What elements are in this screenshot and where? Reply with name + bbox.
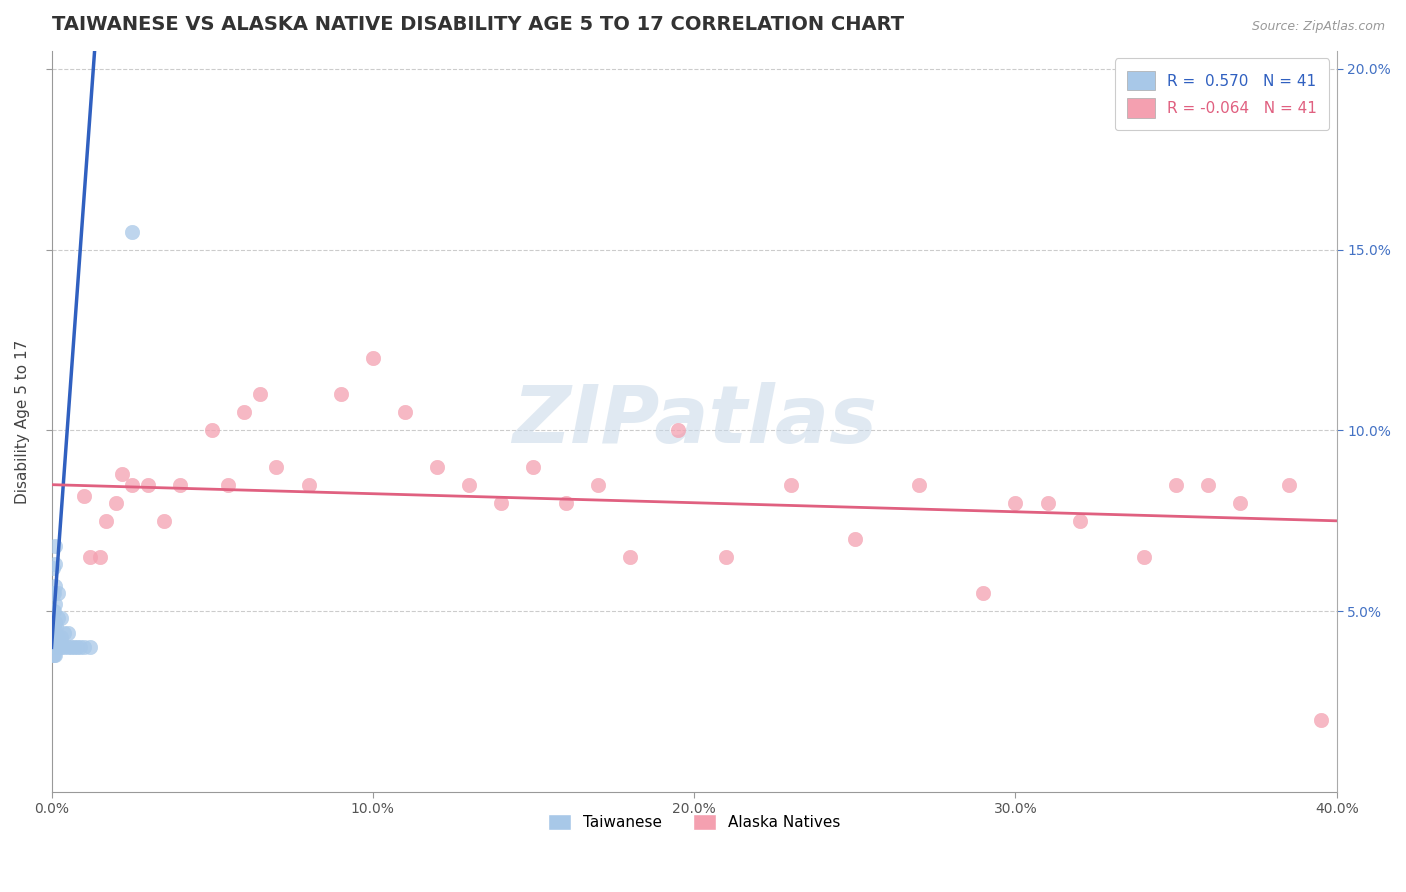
Point <box>908 477 931 491</box>
Point <box>153 514 176 528</box>
Point <box>44 539 66 553</box>
Point <box>1197 477 1219 491</box>
Point <box>45 640 67 655</box>
Point <box>361 351 384 365</box>
Point <box>458 477 481 491</box>
Point <box>121 477 143 491</box>
Point <box>44 630 66 644</box>
Point <box>1164 477 1187 491</box>
Point <box>44 626 66 640</box>
Point <box>104 496 127 510</box>
Point <box>1004 496 1026 510</box>
Point <box>42 586 65 600</box>
Point <box>169 477 191 491</box>
Point <box>1133 549 1156 564</box>
Point <box>844 532 866 546</box>
Text: TAIWANESE VS ALASKA NATIVE DISABILITY AGE 5 TO 17 CORRELATION CHART: TAIWANESE VS ALASKA NATIVE DISABILITY AG… <box>52 15 904 34</box>
Point <box>44 597 66 611</box>
Point <box>522 459 544 474</box>
Point <box>56 626 79 640</box>
Legend: Taiwanese, Alaska Natives: Taiwanese, Alaska Natives <box>541 808 846 836</box>
Point <box>73 489 96 503</box>
Point <box>716 549 738 564</box>
Point <box>45 618 67 632</box>
Point <box>1277 477 1299 491</box>
Point <box>44 640 66 655</box>
Point <box>426 459 449 474</box>
Point <box>136 477 159 491</box>
Point <box>44 648 66 662</box>
Point <box>44 615 66 629</box>
Point <box>42 586 65 600</box>
Point <box>491 496 513 510</box>
Y-axis label: Disability Age 5 to 17: Disability Age 5 to 17 <box>15 339 30 503</box>
Point <box>69 640 91 655</box>
Point <box>89 549 111 564</box>
Point <box>42 604 65 618</box>
Point <box>44 558 66 572</box>
Point <box>266 459 288 474</box>
Point <box>53 640 76 655</box>
Point <box>46 611 69 625</box>
Point <box>51 630 73 644</box>
Point <box>1069 514 1091 528</box>
Point <box>42 648 65 662</box>
Point <box>779 477 801 491</box>
Point <box>42 604 65 618</box>
Text: Source: ZipAtlas.com: Source: ZipAtlas.com <box>1251 20 1385 33</box>
Point <box>66 640 89 655</box>
Point <box>42 561 65 575</box>
Point <box>42 648 65 662</box>
Point <box>42 633 65 648</box>
Point <box>111 467 134 481</box>
Point <box>73 640 96 655</box>
Point <box>329 387 352 401</box>
Point <box>42 618 65 632</box>
Point <box>233 405 256 419</box>
Point <box>394 405 416 419</box>
Point <box>46 640 69 655</box>
Point <box>51 611 73 625</box>
Point <box>94 514 117 528</box>
Point <box>42 633 65 648</box>
Point <box>554 496 576 510</box>
Point <box>1309 713 1331 727</box>
Point <box>42 622 65 636</box>
Point <box>44 640 66 655</box>
Point <box>63 640 86 655</box>
Point <box>666 424 689 438</box>
Point <box>46 630 69 644</box>
Point <box>201 424 224 438</box>
Point <box>619 549 641 564</box>
Point <box>1036 496 1059 510</box>
Point <box>79 549 101 564</box>
Point <box>53 626 76 640</box>
Point <box>972 586 994 600</box>
Point <box>217 477 239 491</box>
Point <box>51 640 73 655</box>
Point <box>1229 496 1251 510</box>
Point <box>249 387 271 401</box>
Point <box>59 640 82 655</box>
Point <box>121 225 143 239</box>
Point <box>79 640 101 655</box>
Point <box>44 579 66 593</box>
Point <box>297 477 319 491</box>
Point <box>586 477 609 491</box>
Text: ZIPatlas: ZIPatlas <box>512 383 876 460</box>
Point <box>56 640 79 655</box>
Point <box>46 586 69 600</box>
